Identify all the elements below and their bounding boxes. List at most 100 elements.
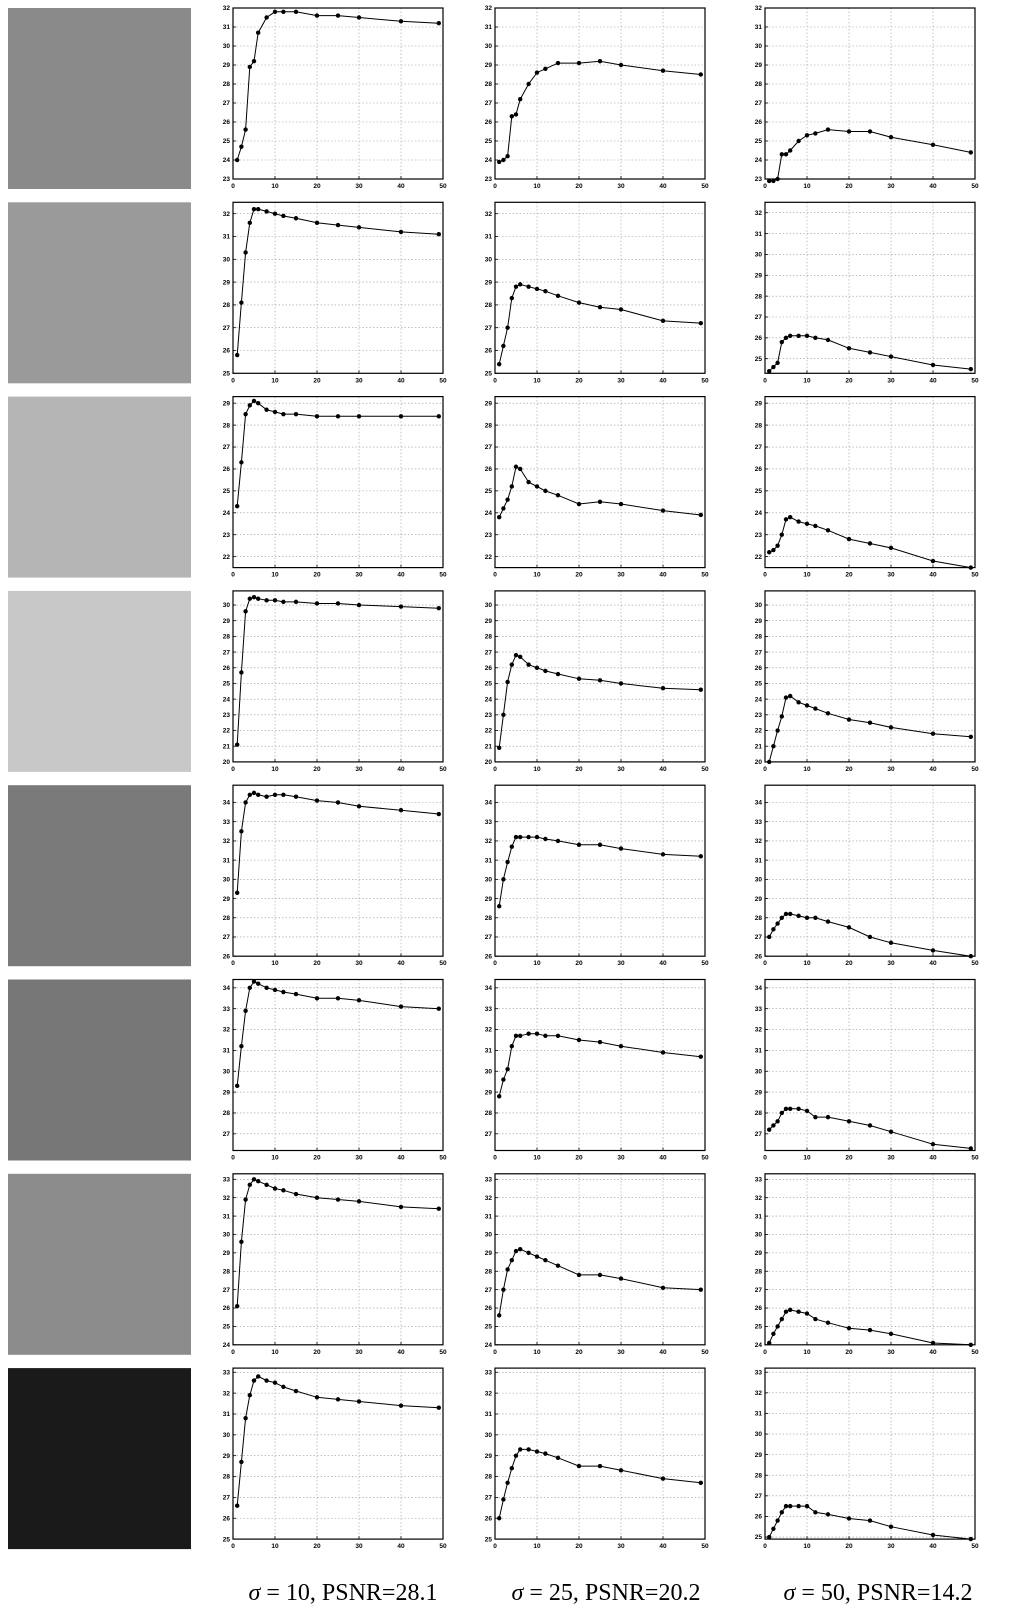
y-tick-label: 30 (485, 877, 493, 884)
y-tick-label: 32 (485, 211, 493, 218)
y-tick-label: 29 (755, 1250, 763, 1257)
data-point (555, 293, 561, 298)
y-tick-label: 34 (485, 800, 493, 807)
chart-r1-c2: 0 10 20 30 40 50 25 26 27 28 29 30 31 32 (755, 201, 979, 384)
data-point (788, 1307, 793, 1313)
x-tick-label: 10 (533, 1543, 541, 1550)
y-tick-label: 24 (485, 510, 493, 517)
y-tick-label: 27 (755, 649, 763, 656)
data-point (618, 62, 624, 68)
data-point (825, 1114, 831, 1120)
data-point (779, 152, 784, 157)
y-tick-label: 34 (485, 985, 493, 992)
data-point (597, 59, 603, 64)
data-point (576, 501, 582, 507)
x-tick-label: 20 (313, 1155, 321, 1162)
data-point (660, 852, 666, 857)
y-tick-label: 33 (755, 1177, 763, 1184)
x-tick-label: 40 (397, 1349, 405, 1356)
y-tick-label: 32 (485, 1195, 493, 1202)
data-point (576, 1463, 582, 1469)
chart-r0-c0: 0 10 20 30 40 50 23 24 25 26 27 28 29 30 31 32 (223, 5, 447, 190)
data-point (660, 1050, 666, 1055)
plot-frame (494, 1173, 706, 1346)
data-point (356, 1199, 362, 1204)
data-point (509, 1258, 514, 1263)
data-point (576, 300, 582, 305)
data-point (930, 362, 936, 368)
y-tick-label: 31 (223, 234, 231, 241)
data-point (256, 1374, 261, 1379)
data-point (513, 653, 519, 658)
data-point (767, 1534, 772, 1540)
y-tick-label: 24 (223, 510, 231, 517)
x-tick-label: 0 (231, 960, 235, 967)
y-tick-label: 29 (755, 400, 763, 407)
y-tick-label: 30 (485, 257, 493, 264)
caption-text: = 10, PSNR=28.1 (260, 1580, 438, 1606)
y-tick-label: 26 (223, 466, 231, 473)
data-point (698, 687, 703, 692)
y-tick-label: 29 (223, 618, 231, 625)
x-tick-label: 50 (439, 1543, 447, 1550)
data-point (513, 1033, 519, 1039)
x-tick-label: 40 (397, 183, 405, 190)
x-tick-label: 10 (533, 572, 541, 579)
y-tick-label: 23 (223, 532, 231, 539)
x-tick-label: 10 (271, 1155, 279, 1162)
y-tick-label: 26 (755, 466, 763, 473)
data-point (775, 543, 780, 548)
data-point (779, 339, 784, 345)
chart-r2-c2: 0 10 20 30 40 50 22 23 24 25 26 27 28 29 (755, 396, 979, 579)
y-tick-label: 30 (755, 877, 763, 884)
data-point (775, 1518, 780, 1523)
data-point (264, 1378, 269, 1383)
data-point (968, 565, 973, 570)
y-tick-label: 33 (223, 819, 231, 826)
y-tick-label: 31 (755, 1048, 763, 1055)
thumbnail-image (8, 979, 191, 1161)
x-tick-label: 50 (701, 766, 709, 773)
x-tick-label: 50 (439, 1155, 447, 1162)
data-point (796, 519, 801, 524)
data-point (335, 414, 341, 419)
series-line (498, 283, 701, 365)
y-tick-label: 30 (223, 257, 231, 264)
data-point (846, 1119, 852, 1124)
chart-r2-c0: 0 10 20 30 40 50 22 23 24 25 26 27 28 29 (223, 396, 447, 579)
y-tick-label: 28 (755, 915, 763, 922)
data-point (256, 1178, 261, 1184)
data-point (264, 15, 269, 20)
y-tick-label: 28 (485, 915, 493, 922)
data-point (497, 361, 502, 367)
data-point (796, 1503, 801, 1509)
data-point (888, 545, 894, 551)
x-tick-label: 20 (575, 183, 583, 190)
y-tick-label: 27 (755, 1131, 763, 1138)
x-tick-label: 0 (231, 1155, 235, 1162)
x-tick-label: 30 (355, 766, 363, 773)
data-point (501, 1077, 506, 1082)
data-point (867, 541, 873, 546)
y-tick-label: 28 (223, 1474, 231, 1481)
data-point (660, 508, 666, 513)
data-point (501, 157, 506, 163)
y-tick-label: 22 (223, 728, 231, 735)
data-point (398, 229, 404, 235)
y-tick-label: 27 (755, 1493, 763, 1500)
y-tick-label: 25 (755, 138, 763, 145)
data-point (698, 512, 703, 518)
y-tick-label: 26 (485, 953, 493, 960)
plot-frame (232, 7, 444, 180)
data-point (804, 1311, 810, 1316)
data-point (436, 21, 441, 26)
data-point (930, 1532, 936, 1538)
data-point (968, 150, 973, 155)
y-tick-label: 23 (485, 532, 493, 539)
data-point (335, 13, 341, 18)
y-tick-label: 23 (485, 712, 493, 719)
data-point (235, 1083, 240, 1089)
series-line (498, 836, 701, 907)
data-point (846, 925, 852, 930)
data-point (930, 1340, 936, 1346)
